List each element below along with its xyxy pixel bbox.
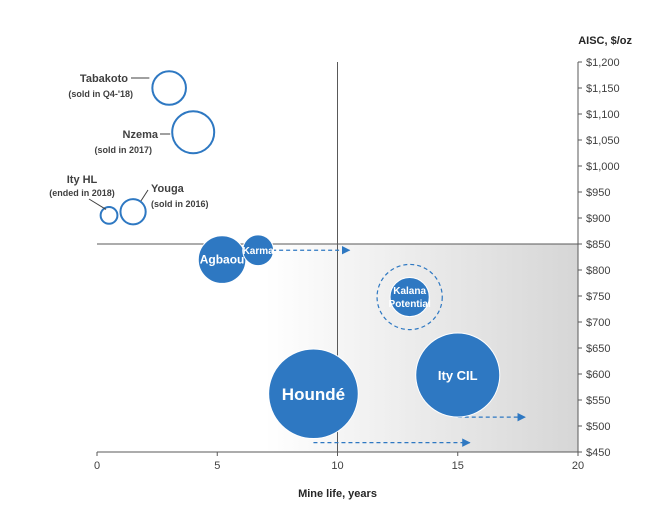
bubble-kalana-potential-halo [376,263,443,331]
bubble-houndé [268,348,359,440]
x-tick-label: 20 [572,460,584,472]
note-tabakoto: (sold in Q4-'18) [68,89,133,99]
y-tick-label: $950 [586,187,610,199]
y-tick-label: $850 [586,239,610,251]
y-tick-label: $900 [586,213,610,225]
y-axis-ticks: $450 $500 $550 $600 $650 $700 $750 $800 $850 $900… [578,57,620,459]
y-tick-label: $450 [586,447,610,459]
bubble-ity-cil [415,332,501,418]
x-tick-label: 15 [452,460,464,472]
y-tick-label: $700 [586,317,610,329]
bubble-label-agbaou: Agbaou [200,253,245,267]
bubble-label-potential: Potential [389,299,431,310]
x-axis-ticks: 0 5 10 15 20 [94,452,584,472]
bubble-label-kalana: Kalana [393,286,426,297]
label-nzema: Nzema [123,129,159,141]
bubble-tabakoto [151,70,187,106]
y-tick-label: $1,100 [586,109,620,121]
bubble-label-houndé: Houndé [282,385,345,404]
bubble-ity-hl [99,206,119,225]
y-tick-label: $600 [586,369,610,381]
note-ity-hl: (ended in 2018) [49,188,115,198]
label-ity-hl: Ity HL [67,174,98,186]
x-tick-label: 0 [94,460,100,472]
x-axis-title: Mine life, years [298,488,377,500]
y-tick-label: $500 [586,421,610,433]
bubble-karma [242,234,275,267]
y-axis-title: AISC, $/oz [578,35,632,47]
note-youga: (sold in 2016) [151,199,209,209]
note-nzema: (sold in 2017) [94,145,152,155]
y-tick-label: $800 [586,265,610,277]
y-tick-label: $1,200 [586,57,620,69]
y-tick-label: $750 [586,291,610,303]
x-tick-label: 10 [331,460,343,472]
label-tabakoto: Tabakoto [80,73,128,85]
leader-line [88,198,107,210]
label-youga: Youga [151,183,185,195]
bubble-youga [119,198,147,226]
bubble-kalana-potential [389,276,430,318]
leader-line [140,189,149,202]
y-tick-label: $1,000 [586,161,620,173]
y-tick-label: $650 [586,343,610,355]
bubble-label-ity-cil: Ity CIL [438,368,478,383]
y-tick-label: $1,050 [586,135,620,147]
bubble-nzema [171,110,216,155]
x-tick-label: 5 [214,460,220,472]
bubbles [99,70,501,440]
y-tick-label: $550 [586,395,610,407]
bubble-label-karma: Karma [243,246,275,257]
y-tick-label: $1,150 [586,83,620,95]
